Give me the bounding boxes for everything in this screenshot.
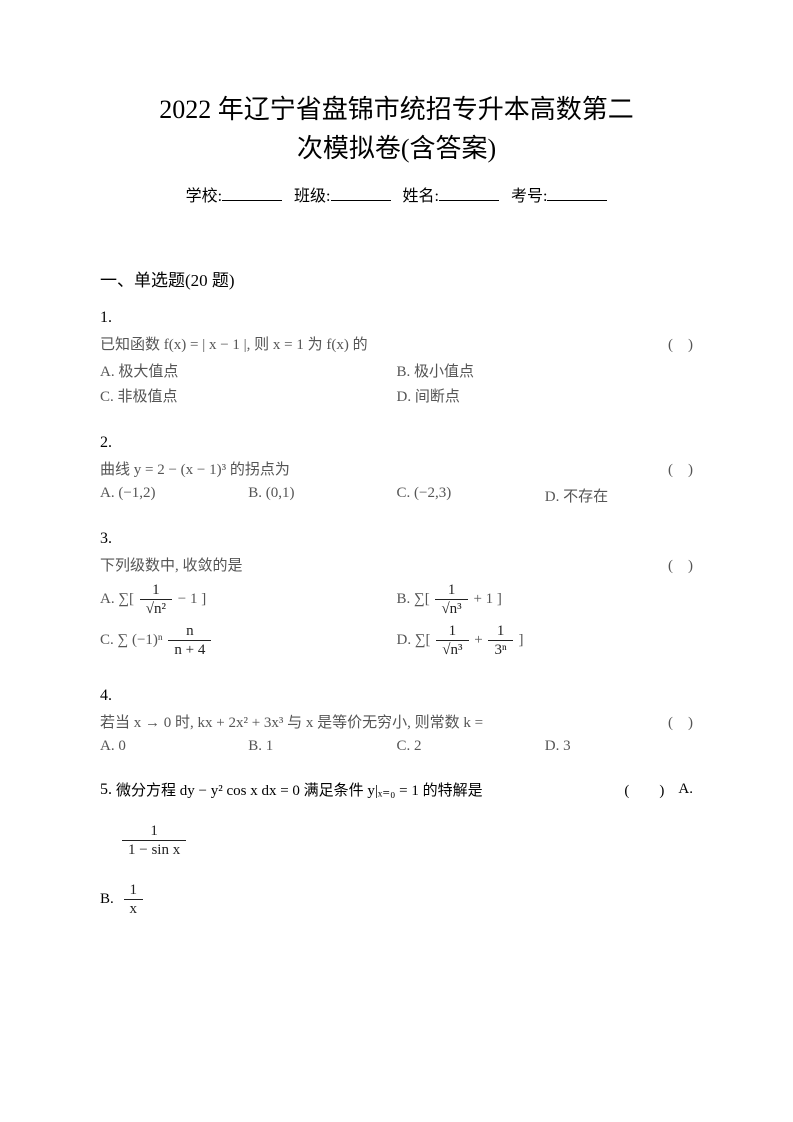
- q3-options: A. ∑[ 1 √n² − 1 ] B. ∑[ 1 √n³ + 1 ] C. ∑…: [100, 581, 693, 663]
- q1-opt-a: A. 极大值点: [100, 360, 397, 381]
- q5-stem: 微分方程 dy − y² cos x dx = 0 满足条件 y|ₓ₌₀ = 1…: [116, 779, 594, 800]
- q3a-pre: A. ∑: [100, 591, 129, 607]
- q3-paren: ( ): [668, 554, 693, 575]
- q3b-pre: B. ∑: [397, 591, 425, 607]
- q3-opt-a: A. ∑[ 1 √n² − 1 ]: [100, 581, 397, 618]
- q3-stem-text: 下列级数中, 收敛的是: [100, 558, 243, 574]
- q3-number: 3.: [100, 530, 693, 548]
- name-blank: [439, 184, 499, 201]
- q5a-num: 1: [122, 822, 186, 841]
- q5a-frac: 1 1 − sin x: [122, 822, 186, 859]
- q1-stem-text: 已知函数 f(x) = | x − 1 |, 则 x = 1 为 f(x) 的: [100, 337, 368, 353]
- class-label: 班级:: [294, 188, 330, 205]
- q5-row: 5. 微分方程 dy − y² cos x dx = 0 满足条件 y|ₓ₌₀ …: [100, 779, 693, 800]
- q5-opt-b: B. 1 x: [100, 881, 693, 918]
- q2-opt-b: B. (0,1): [248, 485, 396, 506]
- q5-number: 5.: [100, 781, 112, 799]
- q3c-num: n: [168, 622, 211, 641]
- q3b-frac: 1 √n³: [435, 581, 467, 618]
- q5-paren: ( ): [624, 779, 664, 800]
- q3d-denB: 3ⁿ: [488, 641, 512, 659]
- q3a-tail: − 1: [174, 591, 197, 607]
- q2-opt-c: C. (−2,3): [397, 485, 545, 506]
- q2-opt-d: D. 不存在: [545, 485, 693, 506]
- examno-label: 考号:: [511, 188, 547, 205]
- q3a-num: 1: [140, 581, 172, 600]
- q3-opt-b: B. ∑[ 1 √n³ + 1 ]: [397, 581, 694, 618]
- meta-row: 学校: 班级: 姓名: 考号:: [100, 182, 693, 206]
- q1-options: A. 极大值点 B. 极小值点 C. 非极值点 D. 间断点: [100, 360, 693, 410]
- class-blank: [331, 184, 391, 201]
- name-label: 姓名:: [403, 188, 439, 205]
- q3b-num: 1: [435, 581, 467, 600]
- q3b-tail: + 1: [470, 591, 493, 607]
- q3d-numA: 1: [436, 622, 468, 641]
- q5a-den: 1 − sin x: [122, 841, 186, 859]
- q3a-frac: 1 √n²: [140, 581, 172, 618]
- q1-opt-b: B. 极小值点: [397, 360, 694, 381]
- q3a-den: √n²: [140, 600, 172, 618]
- question-1: 1. 已知函数 f(x) = | x − 1 |, 则 x = 1 为 f(x)…: [100, 309, 693, 410]
- q3c-frac: n n + 4: [168, 622, 211, 659]
- q5b-frac: 1 x: [124, 881, 144, 918]
- school-blank: [222, 184, 282, 201]
- q3b-den: √n³: [435, 600, 467, 618]
- q5b-den: x: [124, 900, 144, 918]
- q3-opt-c: C. ∑ (−1)ⁿ n n + 4: [100, 622, 397, 659]
- q2-paren: ( ): [668, 458, 693, 479]
- examno-blank: [547, 184, 607, 201]
- meta-examno: 考号:: [511, 182, 607, 206]
- question-5: 5. 微分方程 dy − y² cos x dx = 0 满足条件 y|ₓ₌₀ …: [100, 779, 693, 918]
- q4-stem-text: 若当 x → 0 时, kx + 2x² + 3x³ 与 x 是等价无穷小, 则…: [100, 715, 483, 731]
- q1-number: 1.: [100, 309, 693, 327]
- exam-page: 2022 年辽宁省盘锦市统招专升本高数第二 次模拟卷(含答案) 学校: 班级: …: [0, 0, 793, 1122]
- q2-options: A. (−1,2) B. (0,1) C. (−2,3) D. 不存在: [100, 485, 693, 506]
- q3d-numB: 1: [488, 622, 512, 641]
- q5-opt-b-label: B.: [100, 891, 114, 907]
- q2-stem-text: 曲线 y = 2 − (x − 1)³ 的拐点为: [100, 462, 290, 478]
- q5b-num: 1: [124, 881, 144, 900]
- q4-opt-d: D. 3: [545, 738, 693, 755]
- q4-opt-c: C. 2: [397, 738, 545, 755]
- q3d-mid: +: [471, 632, 487, 648]
- q4-opt-b: B. 1: [248, 738, 396, 755]
- q3c-den: n + 4: [168, 641, 211, 659]
- q3d-denA: √n³: [436, 641, 468, 659]
- q2-opt-a: A. (−1,2): [100, 485, 248, 506]
- school-label: 学校:: [186, 188, 222, 205]
- q4-number: 4.: [100, 687, 693, 705]
- q3c-pre: C. ∑ (−1)ⁿ: [100, 632, 166, 648]
- page-title: 2022 年辽宁省盘锦市统招专升本高数第二 次模拟卷(含答案): [100, 90, 693, 168]
- q5-opt-a-frac: 1 1 − sin x: [120, 822, 693, 859]
- q2-stem: 曲线 y = 2 − (x − 1)³ 的拐点为 ( ): [100, 458, 693, 479]
- q4-paren: ( ): [668, 711, 693, 732]
- q3d-pre: D. ∑: [397, 632, 426, 648]
- title-line-2: 次模拟卷(含答案): [100, 129, 693, 168]
- question-2: 2. 曲线 y = 2 − (x − 1)³ 的拐点为 ( ) A. (−1,2…: [100, 434, 693, 506]
- q1-opt-c: C. 非极值点: [100, 385, 397, 406]
- q3-opt-d: D. ∑[ 1 √n³ + 1 3ⁿ ]: [397, 622, 694, 659]
- section-heading: 一、单选题(20 题): [100, 266, 693, 291]
- q3-stem: 下列级数中, 收敛的是 ( ): [100, 554, 693, 575]
- meta-class: 班级:: [294, 182, 390, 206]
- q3d-fracB: 1 3ⁿ: [488, 622, 512, 659]
- q3d-fracA: 1 √n³: [436, 622, 468, 659]
- q4-stem: 若当 x → 0 时, kx + 2x² + 3x³ 与 x 是等价无穷小, 则…: [100, 711, 693, 732]
- q1-opt-d: D. 间断点: [397, 385, 694, 406]
- q4-opt-a: A. 0: [100, 738, 248, 755]
- question-4: 4. 若当 x → 0 时, kx + 2x² + 3x³ 与 x 是等价无穷小…: [100, 687, 693, 755]
- question-3: 3. 下列级数中, 收敛的是 ( ) A. ∑[ 1 √n² − 1 ] B. …: [100, 530, 693, 663]
- q4-options: A. 0 B. 1 C. 2 D. 3: [100, 738, 693, 755]
- q5-opt-a-label: A.: [678, 781, 693, 798]
- q1-paren: ( ): [668, 333, 693, 354]
- meta-school: 学校:: [186, 182, 282, 206]
- q1-stem: 已知函数 f(x) = | x − 1 |, 则 x = 1 为 f(x) 的 …: [100, 333, 693, 354]
- title-line-1: 2022 年辽宁省盘锦市统招专升本高数第二: [100, 90, 693, 129]
- q2-number: 2.: [100, 434, 693, 452]
- meta-name: 姓名:: [403, 182, 499, 206]
